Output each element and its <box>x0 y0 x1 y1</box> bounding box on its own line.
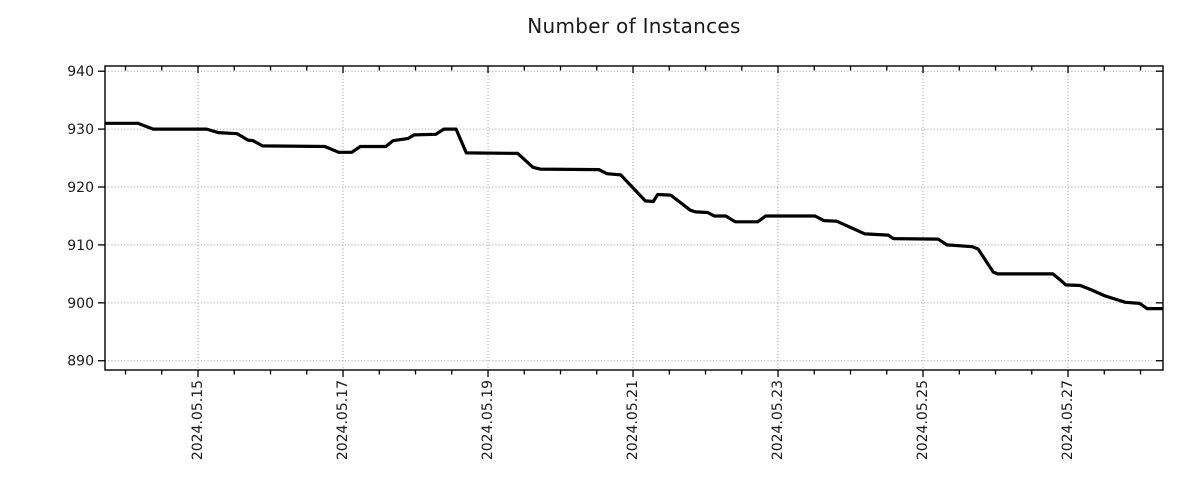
x-tick-labels: 2024.05.15 2024.05.17 2024.05.19 2024.05.21… <box>190 380 1076 460</box>
x-tick-label: 2024.05.21 <box>625 380 641 460</box>
series-line <box>105 121 1163 311</box>
y-tick-label: 930 <box>67 122 94 138</box>
x-tick-label: 2024.05.15 <box>190 380 206 460</box>
x-tick-label: 2024.05.27 <box>1060 380 1076 460</box>
plot-frame <box>104 65 1164 371</box>
chart-title: Number of Instances <box>527 14 741 38</box>
y-tick-label: 920 <box>67 180 94 196</box>
y-tick-labels: 890 900 910 920 930 940 <box>67 64 94 370</box>
y-tick-label: 900 <box>67 296 94 312</box>
x-tick-label: 2024.05.19 <box>480 380 496 460</box>
grid <box>105 66 1163 370</box>
x-tick-label: 2024.05.17 <box>335 380 351 460</box>
y-tick-label: 940 <box>67 64 94 80</box>
y-tick-label: 890 <box>67 354 94 370</box>
x-tick-label: 2024.05.25 <box>915 380 931 460</box>
y-tick-label: 910 <box>67 238 94 254</box>
axis-ticks <box>98 66 1163 377</box>
x-tick-label: 2024.05.23 <box>770 380 786 460</box>
